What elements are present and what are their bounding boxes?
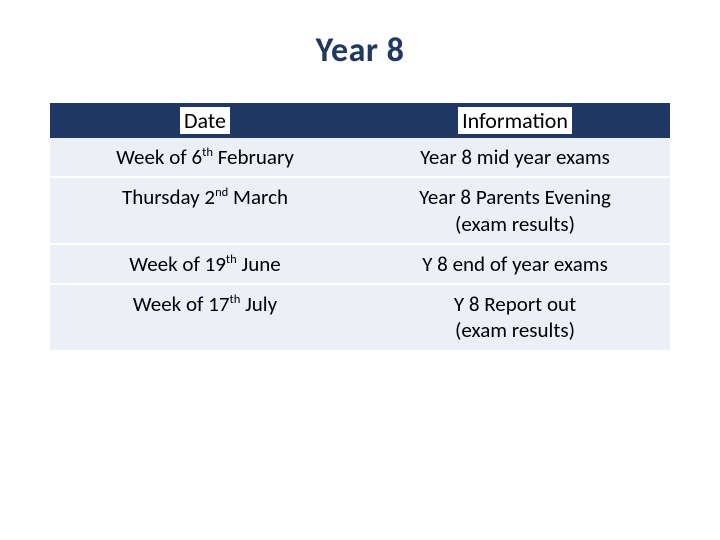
header-info-label: Information xyxy=(458,107,572,134)
cell-date: Week of 6th February xyxy=(50,138,360,177)
table-row: Week of 6th February Year 8 mid year exa… xyxy=(50,138,670,177)
cell-date: Thursday 2nd March xyxy=(50,177,360,244)
header-date-label: Date xyxy=(180,107,230,134)
cell-info: Year 8 mid year exams xyxy=(360,138,670,177)
table-body: Week of 6th February Year 8 mid year exa… xyxy=(50,138,670,350)
page-title: Year 8 xyxy=(50,30,670,71)
table-row: Week of 17th July Y 8 Report out(exam re… xyxy=(50,284,670,350)
cell-date: Week of 17th July xyxy=(50,284,360,350)
header-date: Date xyxy=(50,103,360,138)
table-row: Week of 19th June Y 8 end of year exams xyxy=(50,244,670,284)
schedule-table: Date Information Week of 6th February Ye… xyxy=(50,103,670,350)
cell-info: Y 8 Report out(exam results) xyxy=(360,284,670,350)
slide: Year 8 Date Information Week of 6th Febr… xyxy=(0,0,720,540)
cell-date: Week of 19th June xyxy=(50,244,360,284)
table-row: Thursday 2nd March Year 8 Parents Evenin… xyxy=(50,177,670,244)
cell-info: Year 8 Parents Evening(exam results) xyxy=(360,177,670,244)
table-header-row: Date Information xyxy=(50,103,670,138)
cell-info: Y 8 end of year exams xyxy=(360,244,670,284)
header-info: Information xyxy=(360,103,670,138)
